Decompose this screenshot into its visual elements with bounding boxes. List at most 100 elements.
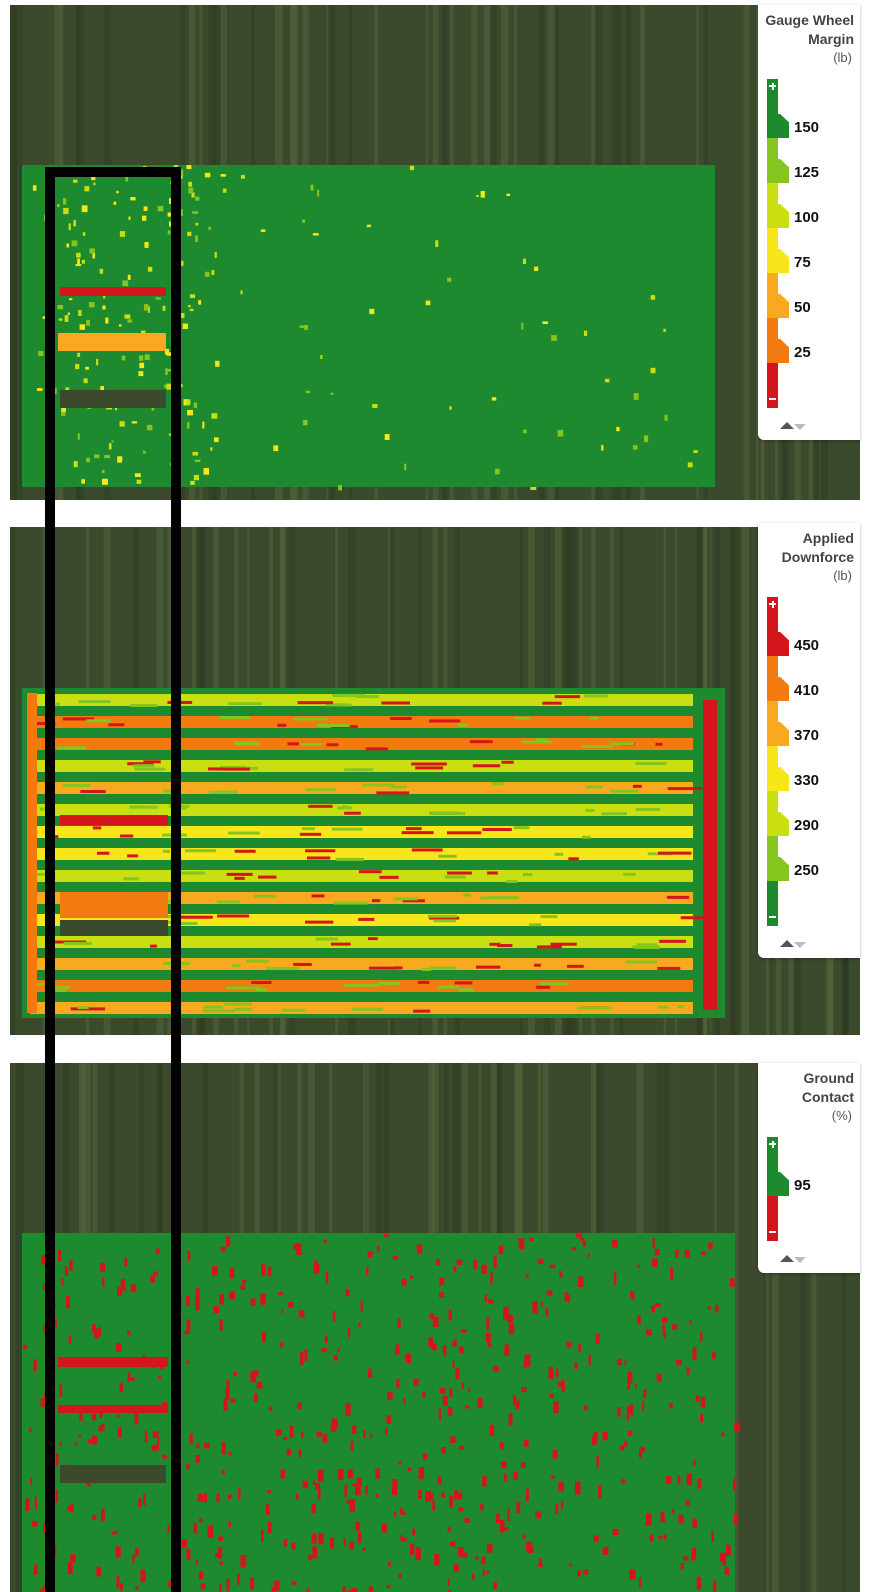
field-speck: [575, 1482, 581, 1495]
field-speck: [482, 1476, 486, 1487]
field-speck: [75, 364, 79, 369]
field-speck: [404, 464, 406, 471]
field-speck: [624, 1441, 628, 1446]
downforce-speck: [251, 981, 271, 984]
downforce-speck: [601, 812, 627, 815]
hot-band: [60, 892, 168, 918]
downforce-speck: [659, 1006, 669, 1009]
legend-plus: [767, 597, 778, 611]
field-speck: [529, 1238, 533, 1242]
field-speck: [190, 481, 195, 485]
downforce-speck: [64, 942, 92, 945]
downforce-speck: [623, 873, 635, 876]
field-speck: [509, 1324, 514, 1334]
field-speck: [194, 403, 197, 408]
field-speck: [349, 1541, 354, 1549]
field-speck: [230, 1398, 235, 1402]
field-speck: [487, 1544, 493, 1553]
field-speck: [68, 1562, 73, 1574]
legend-title: Applied Downforce: [758, 523, 860, 567]
field-speck: [187, 1319, 191, 1331]
field-speck: [500, 1520, 505, 1532]
field-speck: [74, 461, 78, 467]
downforce-speck: [418, 981, 429, 984]
downforce-speck: [366, 747, 388, 750]
downforce-speck: [336, 858, 364, 861]
field-speck: [56, 1453, 58, 1465]
field-speck: [584, 331, 587, 336]
field-speck: [59, 318, 63, 320]
legend-label: 150: [794, 119, 819, 136]
field-speck: [73, 180, 77, 183]
downforce-speck: [120, 835, 133, 838]
field-speck: [96, 359, 98, 365]
field-speck: [385, 1428, 388, 1435]
field-speck: [337, 1348, 339, 1352]
field-speck: [663, 1330, 666, 1338]
field-speck: [476, 195, 478, 197]
field-speck: [59, 1384, 62, 1397]
field-speck: [687, 1474, 692, 1486]
field-speck: [75, 1442, 77, 1445]
field-speck: [523, 1534, 526, 1538]
field-speck: [435, 240, 438, 247]
field-speck: [312, 1546, 317, 1558]
downforce-speck: [226, 986, 260, 989]
downforce-speck: [635, 762, 666, 765]
field-speck: [86, 1483, 91, 1486]
field-speck: [480, 1504, 484, 1510]
field-speck: [84, 378, 88, 383]
downforce-speck: [93, 826, 101, 829]
field-speck: [348, 1328, 350, 1338]
field-speck: [713, 1581, 717, 1592]
field-speck: [195, 460, 201, 462]
field-speck: [500, 1442, 504, 1450]
field-speck: [475, 1556, 478, 1559]
field-speck: [281, 1309, 283, 1313]
downforce-speck: [428, 915, 457, 918]
field-speck: [528, 1546, 533, 1553]
field-speck: [227, 1380, 230, 1392]
field-speck: [188, 187, 193, 193]
field-speck: [670, 1268, 673, 1281]
field-speck: [268, 1267, 271, 1277]
field-speck: [448, 1578, 450, 1585]
field-speck: [558, 1482, 564, 1492]
edge-band: [703, 700, 717, 1010]
legend: Ground Contact(%)95: [758, 1063, 860, 1273]
downforce-speck: [108, 723, 124, 726]
field-speck: [493, 1366, 499, 1372]
field-speck: [296, 1494, 299, 1500]
field-speck: [140, 1570, 145, 1583]
downforce-speck: [655, 743, 662, 746]
field-speck: [70, 1554, 75, 1562]
field-speck: [399, 1462, 402, 1465]
edge-band: [27, 693, 37, 1013]
field-speck: [453, 1266, 456, 1273]
field-speck: [441, 1278, 444, 1285]
downforce-speck: [266, 967, 300, 970]
field-speck: [128, 275, 131, 280]
downforce-speck: [143, 760, 160, 763]
field-speck: [187, 232, 191, 236]
field-speck: [368, 1369, 372, 1378]
field-speck: [431, 1493, 434, 1500]
field-speck: [205, 272, 210, 277]
field-speck: [338, 1469, 344, 1480]
downforce-speck: [298, 701, 333, 704]
field-speck: [701, 1252, 706, 1256]
legend-tab: [767, 204, 789, 228]
field-speck: [120, 1583, 123, 1591]
legend-tab: [767, 722, 789, 746]
field-speck: [486, 1333, 491, 1343]
field-speck: [192, 211, 198, 214]
field-speck: [260, 1294, 266, 1305]
field-speck: [646, 1329, 652, 1335]
field-speck: [506, 194, 510, 196]
field-speck: [621, 1479, 626, 1483]
field-speck: [66, 1295, 70, 1308]
legend-minus: [767, 881, 778, 926]
field-speck: [419, 1467, 425, 1479]
legend-level: 290: [767, 791, 860, 836]
legend-tab: [767, 114, 789, 138]
